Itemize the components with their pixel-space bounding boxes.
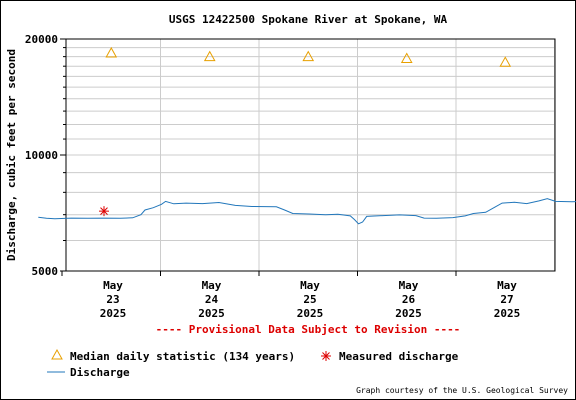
x-tick-label: 23 xyxy=(106,293,119,306)
x-tick-label: 27 xyxy=(500,293,513,306)
x-tick-label: May xyxy=(202,279,222,292)
measured-legend-icon xyxy=(321,351,331,361)
measured-legend-label: Measured discharge xyxy=(339,350,459,363)
x-axis: May232025May242025May252025May262025May2… xyxy=(61,271,521,320)
x-tick-label: May xyxy=(399,279,419,292)
x-tick-label: 26 xyxy=(402,293,416,306)
graph-credit: Graph courtesy of the U.S. Geological Su… xyxy=(356,386,568,395)
y-tick-label: 20000 xyxy=(25,33,58,46)
median-marker xyxy=(499,56,512,67)
median-marker xyxy=(302,50,315,62)
median-marker xyxy=(105,46,118,58)
y-axis-label: Discharge, cubic feet per second xyxy=(5,49,18,261)
x-tick-label: May xyxy=(103,279,123,292)
x-tick-label: 2025 xyxy=(297,307,324,320)
x-tick-label: May xyxy=(300,279,320,292)
x-tick-label: May xyxy=(497,279,517,292)
x-tick-label: 2025 xyxy=(198,307,225,320)
x-tick-label: 2025 xyxy=(100,307,127,320)
chart-title: USGS 12422500 Spokane River at Spokane, … xyxy=(169,13,448,26)
y-axis: 5000 10000 20000 xyxy=(25,33,66,278)
median-legend-label: Median daily statistic (134 years) xyxy=(70,350,295,363)
y-tick-label: 5000 xyxy=(32,265,59,278)
legend: Median daily statistic (134 years) Measu… xyxy=(47,348,459,379)
median-legend-icon xyxy=(51,348,63,360)
discharge-legend-label: Discharge xyxy=(70,366,130,379)
measured-discharge-series xyxy=(99,206,109,217)
discharge-line xyxy=(38,198,576,225)
x-tick-label: 2025 xyxy=(494,307,521,320)
grid-lines xyxy=(66,39,555,271)
median-marker xyxy=(400,52,413,64)
x-tick-label: 2025 xyxy=(395,307,422,320)
median-daily-series xyxy=(105,46,512,67)
x-tick-label: 25 xyxy=(303,293,316,306)
x-tick-label: 24 xyxy=(205,293,219,306)
median-marker xyxy=(203,50,216,62)
y-tick-label: 10000 xyxy=(25,149,58,162)
measured-marker xyxy=(99,206,109,217)
discharge-series xyxy=(38,198,576,225)
provisional-notice: ---- Provisional Data Subject to Revisio… xyxy=(156,323,461,336)
